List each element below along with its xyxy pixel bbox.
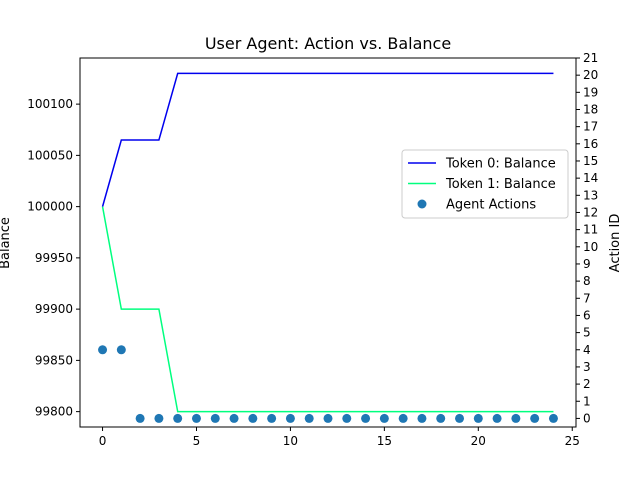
axes: 0 5 10 15 20 25998009985099900999501000001000… bbox=[27, 51, 598, 448]
action-point bbox=[267, 413, 277, 423]
x-tick-label: 5 bbox=[193, 434, 201, 448]
y2-tick-label: 3 bbox=[583, 360, 591, 374]
y2-tick-label: 20 bbox=[583, 68, 598, 82]
action-point bbox=[492, 413, 502, 423]
legend-box bbox=[401, 149, 569, 219]
legend-label: Agent Actions bbox=[446, 198, 536, 213]
action-point bbox=[436, 413, 446, 423]
series-line-0 bbox=[101, 72, 554, 207]
y2-tick-label: 14 bbox=[583, 171, 598, 185]
x-tick-label: 20 bbox=[471, 434, 486, 448]
x-tick-label: 25 bbox=[565, 434, 580, 448]
action-point bbox=[229, 413, 239, 423]
series-line-1 bbox=[101, 206, 554, 413]
action-point bbox=[379, 413, 389, 423]
y2-tick-label: 1 bbox=[583, 394, 591, 408]
y2-tick-label: 7 bbox=[583, 291, 591, 305]
legend-label: Token 1: Balance bbox=[445, 177, 556, 192]
action-point bbox=[154, 413, 164, 423]
y2-tick-label: 21 bbox=[583, 51, 598, 65]
y2-tick-label: 17 bbox=[583, 120, 598, 134]
y2-tick-label: 18 bbox=[583, 102, 598, 116]
action-point bbox=[398, 413, 408, 423]
y-axis-label: Balance bbox=[0, 217, 13, 269]
action-point bbox=[173, 413, 183, 423]
plot-frame bbox=[79, 57, 577, 428]
action-point bbox=[361, 413, 371, 423]
y2-tick-label: 0 bbox=[583, 411, 591, 425]
action-point bbox=[285, 413, 295, 423]
y2-tick-label: 2 bbox=[583, 377, 591, 391]
x-tick-label: 15 bbox=[377, 434, 392, 448]
action-point bbox=[473, 413, 483, 423]
action-point bbox=[116, 345, 126, 355]
action-point bbox=[304, 413, 314, 423]
y-tick-label: 100000 bbox=[27, 200, 73, 214]
y2-tick-label: 11 bbox=[583, 223, 598, 237]
y-tick-label: 100050 bbox=[27, 148, 73, 162]
action-point bbox=[135, 413, 145, 423]
y2-axis-label: Action ID bbox=[608, 214, 623, 273]
y-tick-label: 100100 bbox=[27, 97, 73, 111]
y-tick-label: 99900 bbox=[35, 302, 73, 316]
action-point bbox=[323, 413, 333, 423]
y2-tick-label: 13 bbox=[583, 188, 598, 202]
x-tick-label: 10 bbox=[283, 434, 298, 448]
y2-tick-label: 8 bbox=[583, 274, 591, 288]
action-point bbox=[548, 413, 558, 423]
action-point bbox=[530, 413, 540, 423]
y2-tick-label: 16 bbox=[583, 137, 598, 151]
action-point bbox=[511, 413, 521, 423]
y2-tick-label: 12 bbox=[583, 205, 598, 219]
legend-label: Token 0: Balance bbox=[445, 157, 556, 172]
y2-tick-label: 10 bbox=[583, 240, 598, 254]
y-tick-label: 99850 bbox=[35, 353, 73, 367]
y2-tick-label: 19 bbox=[583, 85, 598, 99]
x-tick-label: 0 bbox=[99, 434, 107, 448]
action-point bbox=[342, 413, 352, 423]
action-point bbox=[210, 413, 220, 423]
y2-tick-label: 4 bbox=[583, 343, 591, 357]
y-tick-label: 99950 bbox=[35, 251, 73, 265]
y2-tick-label: 6 bbox=[583, 308, 591, 322]
y2-tick-label: 5 bbox=[583, 326, 591, 340]
legend-dot-swatch bbox=[417, 199, 427, 209]
action-point bbox=[98, 345, 108, 355]
y2-tick-label: 9 bbox=[583, 257, 591, 271]
plot-area bbox=[98, 72, 558, 423]
y2-tick-label: 15 bbox=[583, 154, 598, 168]
action-point bbox=[417, 413, 427, 423]
action-point bbox=[191, 413, 201, 423]
action-point bbox=[248, 413, 258, 423]
action-point bbox=[455, 413, 465, 423]
legend: Token 0: Balance Token 1: Balance Agent Ac… bbox=[401, 149, 569, 219]
y-tick-label: 99800 bbox=[35, 405, 73, 419]
chart-title: User Agent: Action vs. Balance bbox=[205, 34, 451, 53]
